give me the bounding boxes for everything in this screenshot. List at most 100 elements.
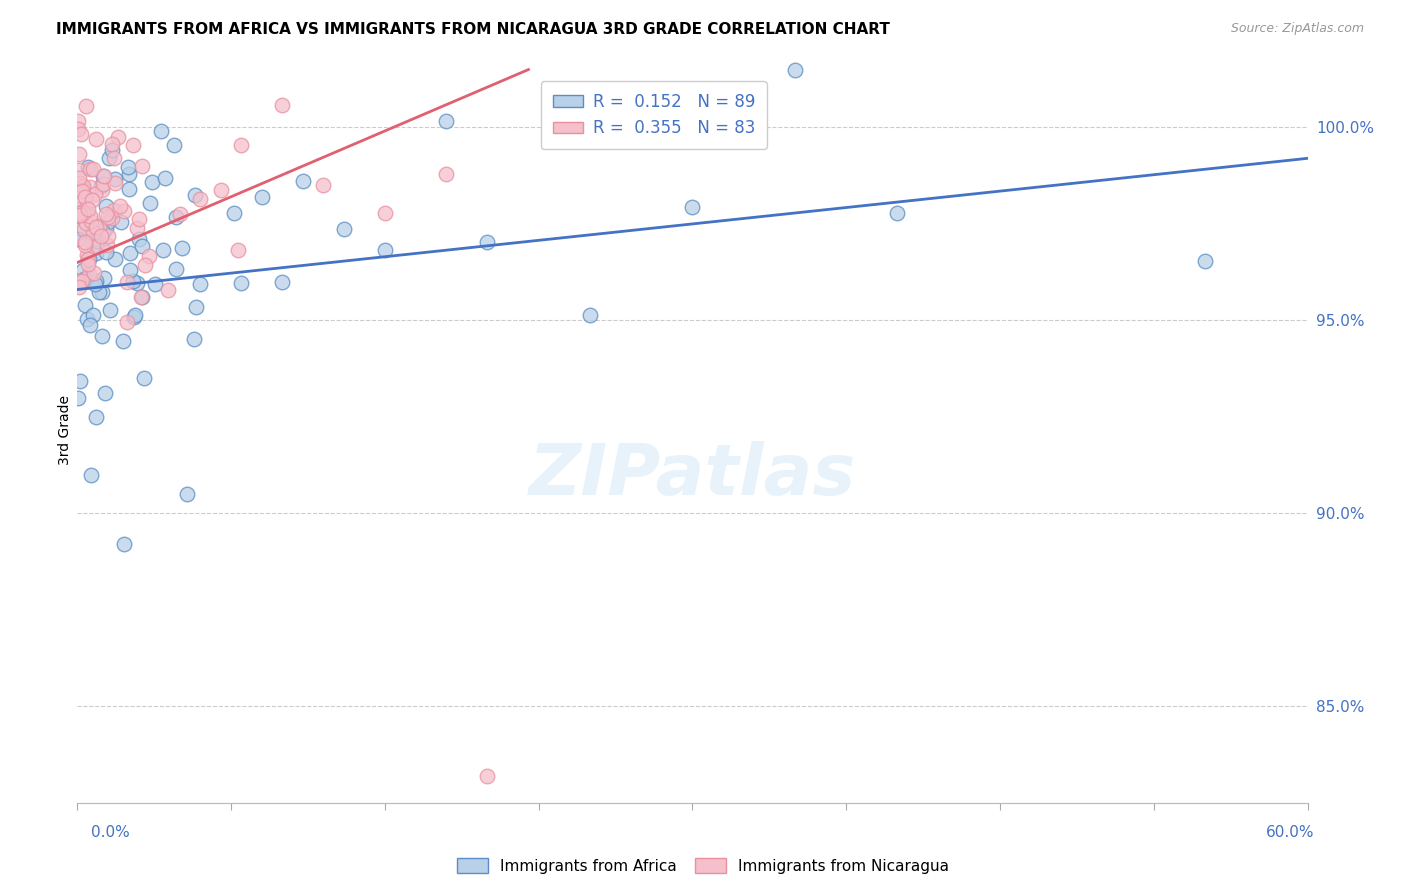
Point: [163, 137, 186, 152]
Point: [86, 132, 108, 146]
Point: [67, 231, 90, 245]
Point: [82, 161, 104, 176]
Point: [112, 203, 135, 218]
Point: [91, 177, 114, 191]
Point: [75, 201, 97, 215]
Point: [165, 261, 187, 276]
Point: [131, 160, 153, 174]
Point: [188, 277, 211, 291]
Point: [118, 245, 141, 260]
Point: [94, 199, 117, 213]
Point: [226, 244, 249, 258]
Point: [127, 276, 149, 290]
Point: [79, 234, 101, 248]
Point: [73, 238, 96, 252]
Point: [131, 290, 153, 304]
Point: [77, 257, 100, 271]
Point: [73, 271, 96, 285]
Point: [477, 769, 499, 783]
Point: [75, 99, 97, 113]
Point: [783, 62, 806, 77]
Point: [145, 277, 167, 292]
Point: [89, 219, 111, 233]
Point: [72, 206, 94, 220]
Point: [682, 200, 704, 214]
Point: [250, 190, 273, 204]
Point: [118, 167, 141, 181]
Point: [170, 241, 193, 255]
Point: [169, 207, 191, 221]
Point: [93, 270, 115, 285]
Point: [67, 162, 90, 177]
Point: [83, 186, 105, 201]
Point: [117, 160, 139, 174]
Point: [82, 308, 104, 322]
Point: [131, 239, 153, 253]
Point: [76, 271, 98, 285]
Point: [118, 263, 141, 277]
Point: [477, 235, 499, 250]
Point: [80, 193, 103, 207]
Point: [103, 151, 125, 165]
Point: [271, 275, 294, 289]
Point: [72, 182, 94, 196]
Point: [222, 206, 245, 220]
Point: [156, 283, 179, 297]
Point: [141, 175, 163, 189]
Point: [579, 309, 602, 323]
Point: [91, 183, 114, 197]
Point: [83, 266, 105, 280]
Point: [108, 199, 131, 213]
Point: [72, 263, 94, 277]
Point: [79, 161, 101, 176]
Point: [69, 176, 91, 190]
Point: [128, 211, 150, 226]
Point: [184, 300, 207, 314]
Point: [79, 180, 101, 194]
Point: [184, 188, 207, 202]
Point: [111, 334, 134, 349]
Point: [69, 194, 91, 209]
Point: [333, 222, 356, 236]
Point: [69, 222, 91, 236]
Point: [115, 315, 138, 329]
Point: [67, 279, 90, 293]
Point: [96, 238, 118, 252]
Point: [886, 205, 908, 219]
Point: [67, 113, 90, 128]
Point: [94, 220, 117, 235]
Point: [150, 124, 173, 138]
Point: [75, 216, 97, 230]
Point: [115, 275, 138, 289]
Point: [152, 243, 174, 257]
Point: [104, 176, 127, 190]
Point: [86, 409, 108, 424]
Point: [125, 220, 148, 235]
Point: [84, 245, 107, 260]
Point: [90, 229, 112, 244]
Point: [1194, 253, 1216, 268]
Point: [73, 221, 96, 235]
Point: [80, 467, 103, 482]
Point: [121, 274, 143, 288]
Y-axis label: 3rd Grade: 3rd Grade: [58, 395, 72, 466]
Point: [231, 277, 253, 291]
Point: [104, 252, 127, 266]
Point: [91, 169, 114, 183]
Point: [176, 487, 198, 501]
Point: [75, 190, 97, 204]
Point: [77, 160, 100, 174]
Point: [124, 308, 146, 322]
Point: [183, 332, 205, 346]
Point: [122, 310, 145, 325]
Point: [118, 182, 141, 196]
Point: [72, 178, 94, 193]
Point: [374, 244, 396, 258]
Point: [107, 130, 129, 145]
Point: [76, 312, 98, 326]
Point: [436, 114, 458, 128]
Point: [91, 285, 114, 300]
Point: [75, 235, 97, 249]
Point: [122, 137, 145, 152]
Point: [75, 298, 97, 312]
